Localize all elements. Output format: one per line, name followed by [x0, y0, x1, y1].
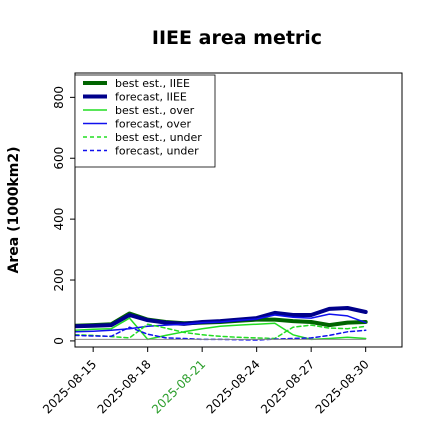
- series-line-5: [75, 323, 367, 340]
- y-axis-label: Area (1000km2): [6, 147, 22, 274]
- series-layer: [75, 306, 368, 341]
- legend-entry: forecast, IIEE: [115, 91, 187, 104]
- legend-entry: best est., IIEE: [115, 77, 190, 90]
- legend-entry: forecast, over: [115, 118, 191, 131]
- chart-title: IIEE area metric: [152, 27, 322, 49]
- legend-entry: forecast, under: [115, 145, 199, 158]
- y-tick-label: 200: [52, 269, 66, 292]
- plot-frame: [74, 72, 403, 348]
- series-line-4: [75, 313, 367, 333]
- series-line-2: [75, 306, 368, 329]
- y-tick-label: 0: [52, 337, 66, 345]
- legend-entry: best est., under: [115, 131, 202, 144]
- y-tick-label: 600: [52, 147, 66, 170]
- y-tick-label: 800: [52, 86, 66, 109]
- y-tick-label: 400: [52, 208, 66, 231]
- legend-box: [74, 74, 216, 168]
- legend-entry: best est., over: [115, 104, 195, 117]
